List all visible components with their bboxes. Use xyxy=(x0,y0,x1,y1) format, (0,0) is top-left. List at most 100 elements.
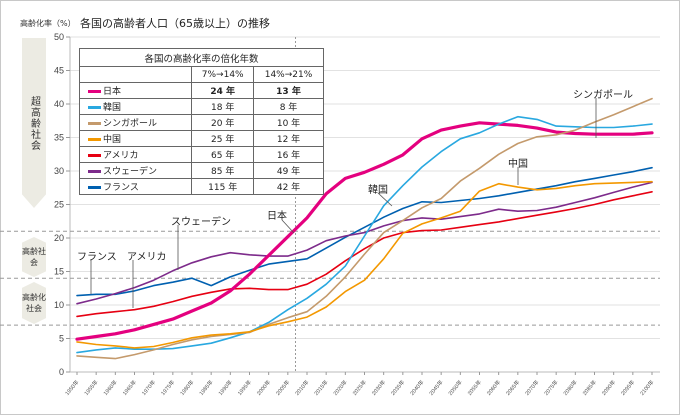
series-line xyxy=(75,121,654,341)
country-cell: 日本 xyxy=(78,82,193,99)
x-tick-label: 2035年 xyxy=(389,378,407,397)
x-tick-label: 2025年 xyxy=(350,378,368,397)
years-14-to-21: 42 年 xyxy=(253,178,324,195)
annotation-korea: 韓国 xyxy=(368,185,388,196)
annotation-japan: 日本 xyxy=(267,211,287,222)
years-7-to-14: 18 年 xyxy=(191,98,255,115)
x-tick-label: 1970年 xyxy=(140,378,158,397)
legend-swatch xyxy=(88,90,101,93)
years-14-to-21: 16 年 xyxy=(253,146,324,163)
table-row: シンガポール 20 年 10 年 xyxy=(78,114,324,131)
country-name: 韓国 xyxy=(103,103,122,113)
country-cell: 韓国 xyxy=(78,98,193,115)
x-tick-label: 2095年 xyxy=(619,378,637,397)
x-tick-label: 1995年 xyxy=(235,378,253,397)
country-name: フランス xyxy=(103,183,139,193)
years-14-to-21: 8 年 xyxy=(253,98,324,115)
table-row: アメリカ 65 年 16 年 xyxy=(78,146,324,163)
years-7-to-14: 20 年 xyxy=(191,114,255,131)
y-axis-ticks: 0 5 10 15 20 25 30 35 40 45 50 xyxy=(54,32,70,377)
threshold-lines xyxy=(0,230,660,326)
years-7-to-14: 65 年 xyxy=(191,146,255,163)
series-lines xyxy=(75,97,654,360)
x-tick-label: 2005年 xyxy=(274,378,292,397)
annotation-france: フランス xyxy=(77,252,117,263)
table-caption: 各国の高齢化率の倍化年数 xyxy=(79,48,324,67)
y-tick-label: 20 xyxy=(54,233,64,243)
legend-swatch xyxy=(88,186,101,189)
country-cell: 中国 xyxy=(78,130,193,147)
x-tick-label: 2000年 xyxy=(255,378,273,397)
country-name: スウェーデン xyxy=(103,167,158,177)
doubling-years-table: 各国の高齢化率の倍化年数 7%→14% 14%→21% 日本 24 年 13 年韓国… xyxy=(78,48,324,195)
x-tick-label: 1965年 xyxy=(120,378,138,397)
x-tick-label: 2075年 xyxy=(542,378,560,397)
years-7-to-14: 115 年 xyxy=(191,178,255,195)
x-tick-label: 2090年 xyxy=(600,378,618,397)
legend-swatch xyxy=(88,154,101,157)
years-14-to-21: 13 年 xyxy=(253,82,324,99)
y-tick-label: 15 xyxy=(54,267,64,277)
x-tick-label: 2060年 xyxy=(485,378,503,397)
table-header-14-21: 14%→21% xyxy=(253,66,324,83)
years-14-to-21: 10 年 xyxy=(253,114,324,131)
series-line xyxy=(76,180,653,349)
annotation-china: 中国 xyxy=(508,159,528,170)
table-row: 中国 25 年 12 年 xyxy=(78,130,324,147)
series-line xyxy=(76,97,653,360)
x-tick-label: 2085年 xyxy=(580,378,598,397)
x-tick-label: 2010年 xyxy=(293,378,311,397)
y-tick-label: 50 xyxy=(54,32,64,42)
table-row: スウェーデン 85 年 49 年 xyxy=(78,162,324,179)
x-tick-label: 2040年 xyxy=(408,378,426,397)
x-tick-label: 1980年 xyxy=(178,378,196,397)
x-tick-label: 2020年 xyxy=(331,378,349,397)
x-tick-label: 1990年 xyxy=(216,378,234,397)
series-line xyxy=(76,191,653,318)
legend-swatch xyxy=(88,170,101,173)
y-tick-label: 10 xyxy=(54,300,64,310)
legend-swatch xyxy=(88,138,101,141)
x-tick-label: 1960年 xyxy=(101,378,119,397)
y-tick-label: 35 xyxy=(54,133,64,143)
x-tick-label: 1950年 xyxy=(63,378,81,397)
table-header-7-14: 7%→14% xyxy=(191,66,255,83)
y-axis-unit-label: 高齢化率（%） xyxy=(20,19,76,28)
y-tick-label: 25 xyxy=(54,200,64,210)
table-header-empty xyxy=(78,66,193,83)
series-line xyxy=(76,181,653,305)
table-row: フランス 115 年 42 年 xyxy=(78,178,324,195)
years-7-to-14: 24 年 xyxy=(191,82,255,99)
y-tick-label: 5 xyxy=(59,334,64,344)
x-tick-label: 2050年 xyxy=(446,378,464,397)
band-super-aged-society: 超高齢社会 xyxy=(22,38,46,208)
x-tick-label: 2015年 xyxy=(312,378,330,397)
x-tick-label: 1975年 xyxy=(159,378,177,397)
legend-swatch xyxy=(88,122,101,125)
annotation-usa: アメリカ xyxy=(127,252,167,263)
annotation-leader-lines xyxy=(90,98,597,308)
x-tick-label: 2065年 xyxy=(504,378,522,397)
band-aging-label: 高齢化社会 xyxy=(22,293,46,313)
country-name: 日本 xyxy=(103,87,122,97)
country-name: 中国 xyxy=(103,135,122,145)
table-row: 日本 24 年 13 年 xyxy=(78,82,324,99)
leader-line xyxy=(281,219,295,234)
band-aged-society: 高齢社会 xyxy=(22,237,46,277)
years-7-to-14: 85 年 xyxy=(191,162,255,179)
y-tick-label: 30 xyxy=(54,166,64,176)
y-tick-label: 40 xyxy=(54,99,64,109)
annotation-singapore: シンガポール xyxy=(573,90,633,101)
country-name: アメリカ xyxy=(103,151,139,161)
band-aging-society: 高齢化社会 xyxy=(22,282,46,324)
x-axis-ticks: 1950年 1955年 1960年 1965年 1970年 1975年 1980年 1985年… xyxy=(63,372,656,397)
band-aged-label: 高齢社会 xyxy=(22,247,46,267)
leader-line xyxy=(377,192,393,207)
legend-swatch xyxy=(88,106,101,109)
series-line xyxy=(76,166,653,297)
x-tick-label: 2100年 xyxy=(638,378,656,397)
series-line xyxy=(76,115,653,354)
years-7-to-14: 25 年 xyxy=(191,130,255,147)
band-super-aged-label: 超高齢社会 xyxy=(28,95,40,151)
